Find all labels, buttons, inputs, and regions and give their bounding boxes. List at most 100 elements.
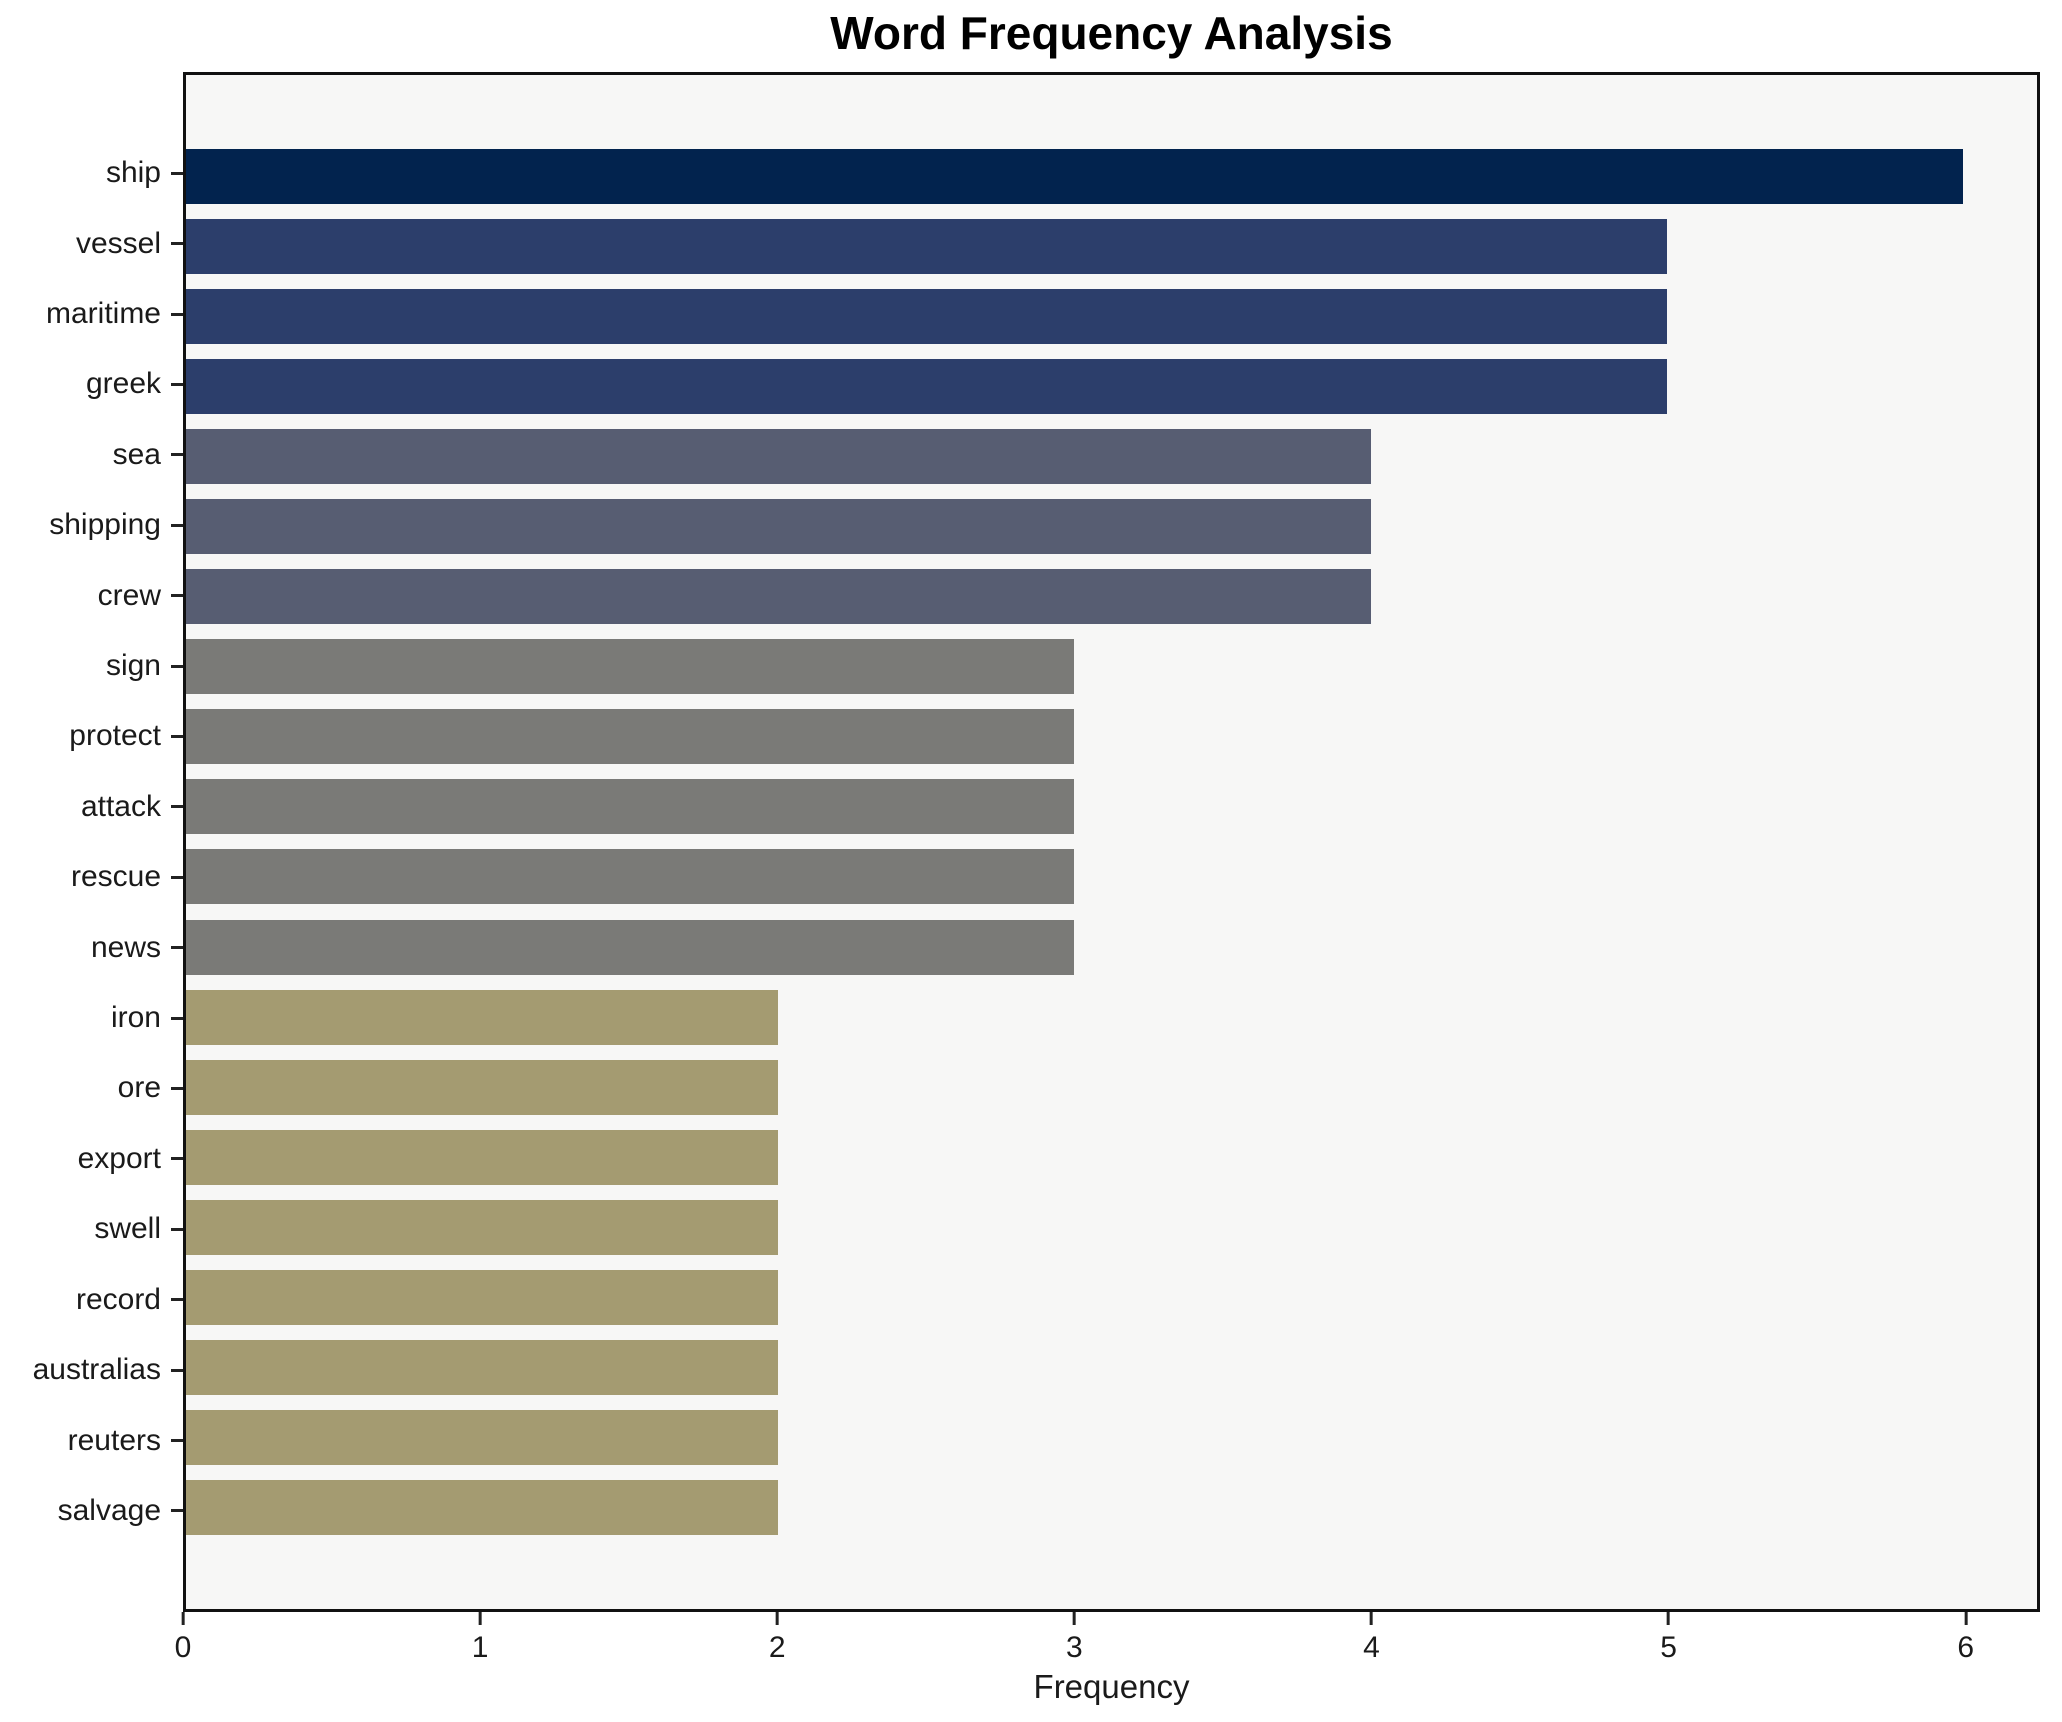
- y-tick-row: australias: [0, 1335, 183, 1405]
- y-tick-label-rescue: rescue: [70, 860, 161, 894]
- y-tick-mark: [171, 171, 183, 175]
- y-tick-mark: [171, 1227, 183, 1231]
- bar-row: [186, 632, 2037, 702]
- y-tick-mark: [171, 1368, 183, 1372]
- y-tick-row: news: [0, 912, 183, 982]
- y-tick-mark: [171, 664, 183, 668]
- x-tick-mark: [1072, 1612, 1076, 1625]
- bar-row: [186, 1403, 2037, 1473]
- y-tick-label-sea: sea: [112, 437, 161, 471]
- y-tick-row: iron: [0, 983, 183, 1053]
- bar-export: [186, 1129, 779, 1185]
- x-tick-mark: [181, 1612, 185, 1625]
- y-tick-mark: [171, 453, 183, 457]
- bar-row: [186, 772, 2037, 842]
- x-tick-1: 1: [471, 1612, 489, 1665]
- y-tick-label-record: record: [75, 1282, 161, 1316]
- y-tick-mark: [171, 594, 183, 598]
- y-tick-mark: [171, 242, 183, 246]
- y-tick-label-greek: greek: [85, 367, 161, 401]
- y-tick-row: ore: [0, 1053, 183, 1123]
- bar-swell: [186, 1199, 779, 1255]
- y-tick-label-attack: attack: [80, 789, 161, 823]
- y-tick-mark: [171, 382, 183, 386]
- bar-row: [186, 211, 2037, 281]
- x-tick-4: 4: [1363, 1612, 1380, 1665]
- x-tick-3: 3: [1066, 1612, 1083, 1665]
- bars-container: [186, 75, 2037, 1609]
- y-tick-label-iron: iron: [110, 1001, 161, 1035]
- chart-title: Word Frequency Analysis: [830, 7, 1393, 59]
- bar-row: [186, 912, 2037, 982]
- y-axis-labels: ship vessel maritime greek sea shipping crew si…: [0, 72, 183, 1612]
- y-tick-row: crew: [0, 560, 183, 630]
- y-tick-row: maritime: [0, 279, 183, 349]
- bar-row: [186, 421, 2037, 491]
- y-tick-label-news: news: [90, 930, 161, 964]
- y-tick-row: vessel: [0, 208, 183, 278]
- bar-row: [186, 281, 2037, 351]
- bar-row: [186, 982, 2037, 1052]
- x-axis-label: Frequency: [1033, 1668, 1190, 1705]
- bar-row: [186, 141, 2037, 211]
- y-tick-row: attack: [0, 772, 183, 842]
- y-tick-mark: [171, 875, 183, 879]
- bar-row: [186, 1333, 2037, 1403]
- y-tick-row: salvage: [0, 1476, 183, 1546]
- y-tick-mark: [171, 1157, 183, 1161]
- bar-row: [186, 1052, 2037, 1122]
- bar-crew: [186, 569, 1371, 625]
- bar-sea: [186, 428, 1371, 484]
- x-tick-mark: [775, 1612, 779, 1625]
- x-tick-6: 6: [1957, 1612, 1974, 1665]
- y-tick-row: protect: [0, 701, 183, 771]
- y-tick-mark: [171, 1509, 183, 1513]
- x-tick-mark: [1369, 1612, 1373, 1625]
- y-tick-mark: [171, 1086, 183, 1090]
- y-tick-label-swell: swell: [94, 1212, 161, 1246]
- bar-news: [186, 919, 1075, 975]
- x-tick-label: 2: [768, 1631, 786, 1664]
- bar-rescue: [186, 849, 1075, 905]
- y-tick-row: sea: [0, 420, 183, 490]
- bar-row: [186, 1192, 2037, 1262]
- bar-salvage: [186, 1480, 779, 1536]
- bar-row: [186, 1122, 2037, 1192]
- y-tick-label-vessel: vessel: [75, 226, 161, 260]
- x-tick-mark: [478, 1612, 482, 1625]
- y-tick-mark: [171, 734, 183, 738]
- bar-australias: [186, 1340, 779, 1396]
- x-tick-label: 5: [1660, 1631, 1677, 1664]
- y-tick-label-crew: crew: [97, 578, 161, 612]
- bar-iron: [186, 989, 779, 1045]
- bar-ore: [186, 1059, 779, 1115]
- y-tick-label-australias: australias: [32, 1353, 161, 1387]
- x-tick-5: 5: [1660, 1612, 1677, 1665]
- y-tick-mark: [171, 312, 183, 316]
- bar-row: [186, 1473, 2037, 1543]
- y-tick-mark: [171, 1298, 183, 1302]
- y-tick-row: swell: [0, 1194, 183, 1264]
- bar-record: [186, 1270, 779, 1326]
- y-tick-mark: [171, 946, 183, 950]
- bar-row: [186, 491, 2037, 561]
- y-tick-row: record: [0, 1265, 183, 1335]
- y-tick-mark: [171, 805, 183, 809]
- y-tick-row: sign: [0, 631, 183, 701]
- y-tick-label-ship: ship: [105, 156, 161, 190]
- y-tick-label-reuters: reuters: [67, 1423, 161, 1457]
- bar-sign: [186, 639, 1075, 695]
- x-tick-label: 0: [174, 1631, 192, 1664]
- y-tick-row: shipping: [0, 490, 183, 560]
- y-tick-label-sign: sign: [105, 649, 161, 683]
- y-tick-row: export: [0, 1124, 183, 1194]
- x-tick-2: 2: [769, 1612, 786, 1665]
- bar-reuters: [186, 1410, 779, 1466]
- x-tick-label: 1: [471, 1631, 489, 1664]
- y-tick-mark: [171, 1016, 183, 1020]
- bar-protect: [186, 709, 1075, 765]
- bar-shipping: [186, 499, 1371, 555]
- bar-row: [186, 842, 2037, 912]
- bar-greek: [186, 358, 1667, 414]
